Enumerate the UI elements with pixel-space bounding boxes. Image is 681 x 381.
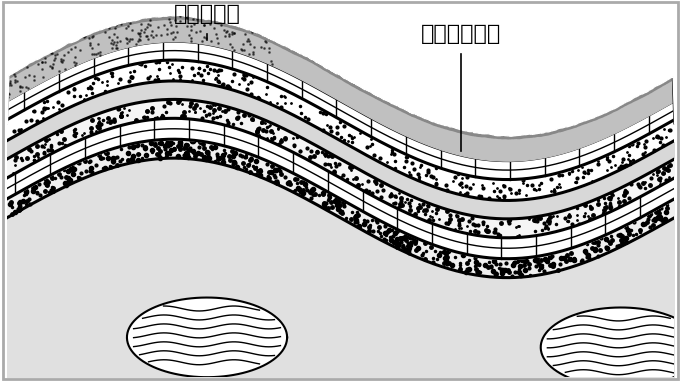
Polygon shape (541, 307, 681, 381)
Polygon shape (127, 298, 287, 377)
Text: अभिनति: अभिनति (420, 24, 501, 44)
Text: अपनति: अपनति (174, 4, 240, 24)
